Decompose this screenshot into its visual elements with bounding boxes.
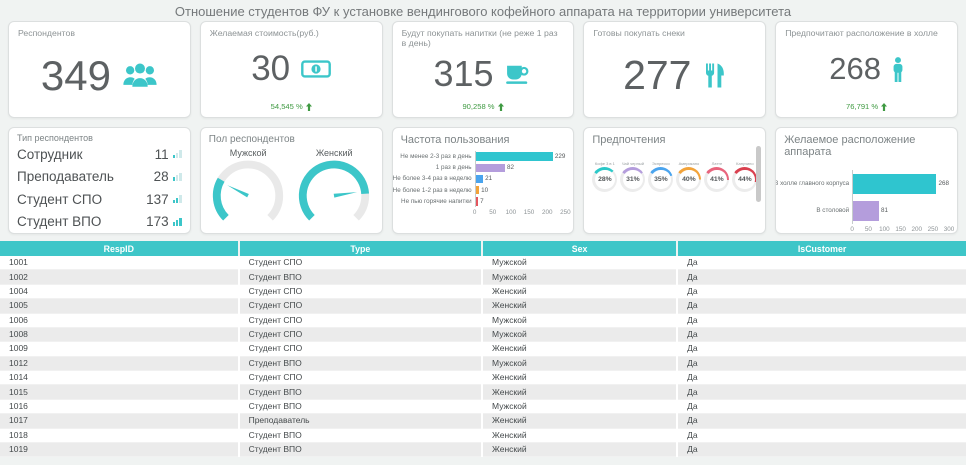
table-header-row: RespID Type Sex IsCustomer: [0, 241, 966, 256]
kpi-value: 268: [829, 51, 881, 86]
table-row[interactable]: 1018 Студент ВПО Женский Да: [0, 428, 966, 443]
bar[interactable]: 229: [475, 151, 565, 162]
kpi-card-hall[interactable]: Предпочитают расположение в холле 268 76…: [775, 21, 958, 118]
kpi-label: Готовы покупать снеки: [593, 28, 685, 38]
panel-respondent-type: Тип респондентов Сотрудник 11 Преподават…: [8, 127, 191, 234]
kpi-label: Предпочитают расположение в холле: [785, 28, 938, 38]
frequency-bar-chart: Не менее 2-3 раз в день 1 раз в день Не …: [393, 151, 566, 207]
respondents-table: RespID Type Sex IsCustomer 1001 Студент С…: [0, 241, 966, 458]
column-header-iscustomer[interactable]: IsCustomer: [676, 241, 966, 256]
kpi-label: Желаемая стоимость(руб.): [209, 28, 319, 38]
signal-bars-icon: [172, 217, 182, 226]
panel-title: Предпочтения: [592, 134, 666, 146]
table-row[interactable]: 1008 Студент СПО Мужской Да: [0, 327, 966, 343]
table-row[interactable]: 1015 Студент ВПО Женский Да: [0, 384, 966, 400]
panel-title: Тип респондентов: [17, 133, 93, 143]
table-row[interactable]: 1001 Студент СПО Мужской Да: [0, 256, 966, 271]
gauge-chart: [299, 160, 370, 221]
panel-preferences: Предпочтения Кофе 3 в 1 28% Чай черный 3…: [583, 127, 767, 234]
table-row[interactable]: 1006 Студент СПО Мужской Да: [0, 313, 966, 328]
arrow-up-icon: [497, 102, 504, 111]
column-header-type[interactable]: Type: [237, 241, 483, 256]
cutlery-icon: [703, 62, 727, 89]
kpi-cards-row: Респондентов 349 Желаемая стоимость(руб.…: [0, 21, 966, 118]
x-axis: 0 50 100 150 200 250 300: [850, 226, 955, 233]
table-row[interactable]: 1019 Студент ВПО Женский Да: [0, 442, 966, 458]
bar[interactable]: 7: [475, 196, 566, 207]
gauge-chart: [213, 160, 284, 221]
donut-chart[interactable]: Чай черный 31%: [620, 161, 646, 192]
kpi-label: Будут покупать напитки (не реже 1 раз в …: [401, 28, 558, 48]
banknote-icon: [301, 59, 332, 79]
arrow-up-icon: [305, 102, 312, 111]
panel-location: Желаемое расположение аппарата В холле г…: [775, 127, 958, 234]
page-title: Отношение студентов ФУ к установке венди…: [174, 4, 792, 19]
people-group-icon: [122, 62, 158, 89]
table-row[interactable]: 1012 Студент ВПО Мужской Да: [0, 356, 966, 372]
panel-gender: Пол респондентов Мужской Женский: [199, 127, 383, 234]
donut-chart[interactable]: Латте 41%: [704, 161, 730, 192]
donut-chart[interactable]: Кофе 3 в 1 28%: [592, 161, 618, 192]
gauge-male[interactable]: Мужской: [211, 148, 285, 228]
table-row[interactable]: 1017 Преподаватель Женский Да: [0, 413, 966, 429]
donut-chart[interactable]: Капучино 44%: [732, 161, 758, 192]
table-row[interactable]: 1009 Студент СПО Женский Да: [0, 341, 966, 357]
kpi-label: Респондентов: [18, 28, 75, 38]
bar[interactable]: 82: [475, 162, 566, 173]
kpi-delta: 54,545 %: [210, 100, 373, 113]
donut-chart[interactable]: Американо 40%: [676, 161, 702, 192]
table-row[interactable]: 1004 Студент СПО Женский Да: [0, 284, 966, 300]
panel-frequency: Частота пользования Не менее 2-3 раз в д…: [391, 127, 575, 234]
table-row[interactable]: 1002 Студент ВПО Мужской Да: [0, 269, 966, 285]
kpi-card-respondents[interactable]: Респондентов 349: [8, 21, 191, 118]
bar[interactable]: 81: [853, 197, 949, 224]
scrollbar[interactable]: [756, 146, 762, 202]
kpi-value: 277: [623, 52, 692, 98]
signal-bars-icon: [172, 195, 182, 204]
person-icon: [892, 56, 904, 82]
table-row[interactable]: 1005 Студент СПО Женский Да: [0, 298, 966, 314]
panel-title: Желаемое расположение аппарата: [784, 134, 916, 158]
donut-chart[interactable]: Эспрессо 35%: [648, 161, 674, 192]
panel-title: Частота пользования: [400, 134, 510, 146]
table-row[interactable]: 1016 Студент ВПО Мужской Да: [0, 399, 966, 415]
preference-donuts: Кофе 3 в 1 28% Чай черный 31% Эспрессо 3…: [592, 161, 758, 192]
kpi-value: 30: [251, 49, 291, 88]
bar[interactable]: 21: [475, 173, 566, 184]
list-item[interactable]: Сотрудник 11: [17, 143, 182, 166]
list-item[interactable]: Преподаватель 28: [17, 166, 182, 189]
bar[interactable]: 268: [853, 170, 949, 197]
kpi-delta: 90,258 %: [402, 100, 565, 113]
signal-bars-icon: [172, 150, 182, 159]
arrow-up-icon: [881, 102, 888, 111]
column-header-sex[interactable]: Sex: [481, 241, 678, 256]
kpi-value: 315: [433, 53, 494, 94]
kpi-value: 349: [40, 51, 111, 99]
kpi-card-price[interactable]: Желаемая стоимость(руб.) 30 54,545 %: [199, 21, 383, 118]
panels-row: Тип респондентов Сотрудник 11 Преподават…: [0, 127, 966, 234]
location-bar-chart: В холле главного корпуса В столовой 268 …: [776, 170, 949, 224]
panel-title: Пол респондентов: [208, 134, 295, 145]
kpi-delta: 76,791 %: [785, 100, 948, 113]
coffee-cup-icon: [505, 63, 533, 85]
table-row[interactable]: 1014 Студент СПО Женский Да: [0, 370, 966, 386]
list-item[interactable]: Студент ВПО 173: [17, 211, 182, 234]
signal-bars-icon: [172, 172, 182, 181]
bar[interactable]: 10: [475, 185, 566, 196]
kpi-card-drinks[interactable]: Будут покупать напитки (не реже 1 раз в …: [391, 21, 575, 118]
kpi-card-snacks[interactable]: Готовы покупать снеки 277: [583, 21, 767, 118]
gauge-female[interactable]: Женский: [297, 148, 371, 228]
x-axis: 0 50 100 150 200 250: [472, 208, 571, 216]
column-header-respid[interactable]: RespID: [0, 241, 239, 256]
list-item[interactable]: Студент СПО 137: [17, 188, 182, 211]
